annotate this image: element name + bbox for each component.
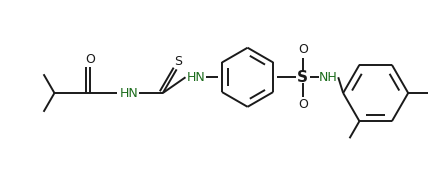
Text: NH: NH — [319, 71, 338, 84]
Text: O: O — [298, 43, 308, 56]
Text: O: O — [85, 53, 95, 66]
Text: O: O — [298, 98, 308, 111]
Text: HN: HN — [187, 71, 206, 84]
Text: HN: HN — [120, 86, 139, 100]
Text: S: S — [175, 55, 183, 68]
Text: S: S — [297, 70, 308, 85]
